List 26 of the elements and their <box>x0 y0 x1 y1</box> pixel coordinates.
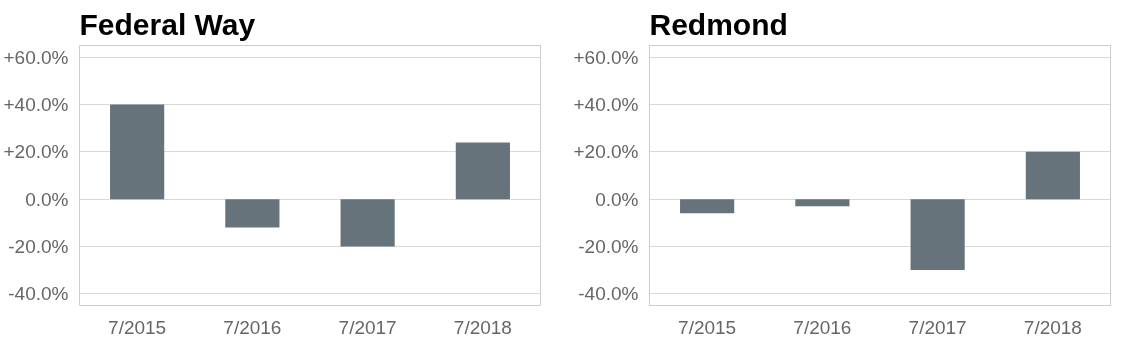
chart-title: Federal Way <box>79 7 256 41</box>
y-tick-label: +60.0% <box>573 46 639 68</box>
bar <box>225 199 280 228</box>
x-tick-label: 7/2017 <box>338 316 397 338</box>
y-tick-label: +40.0% <box>3 94 69 116</box>
x-tick-label: 7/2017 <box>908 316 967 338</box>
y-tick-label: -20.0% <box>8 235 69 257</box>
bar <box>455 142 510 200</box>
y-tick-label: -20.0% <box>578 235 639 257</box>
x-tick-label: 7/2018 <box>1023 316 1082 338</box>
bar <box>340 199 395 247</box>
y-tick-label: 0.0% <box>595 188 639 210</box>
chart-title: Redmond <box>649 7 788 41</box>
x-tick-label: 7/2015 <box>678 316 737 338</box>
y-tick-label: +20.0% <box>573 141 639 163</box>
x-tick-label: 7/2016 <box>223 316 282 338</box>
x-tick-label: 7/2016 <box>793 316 852 338</box>
y-tick-label: -40.0% <box>8 283 69 305</box>
y-tick-label: +60.0% <box>3 46 69 68</box>
x-tick-label: 7/2015 <box>108 316 167 338</box>
x-tick-label: 7/2018 <box>453 316 512 338</box>
y-tick-label: +20.0% <box>3 141 69 163</box>
y-tick-label: -40.0% <box>578 283 639 305</box>
y-tick-label: 0.0% <box>25 188 69 210</box>
y-tick-label: +40.0% <box>573 94 639 116</box>
bar <box>110 104 165 200</box>
